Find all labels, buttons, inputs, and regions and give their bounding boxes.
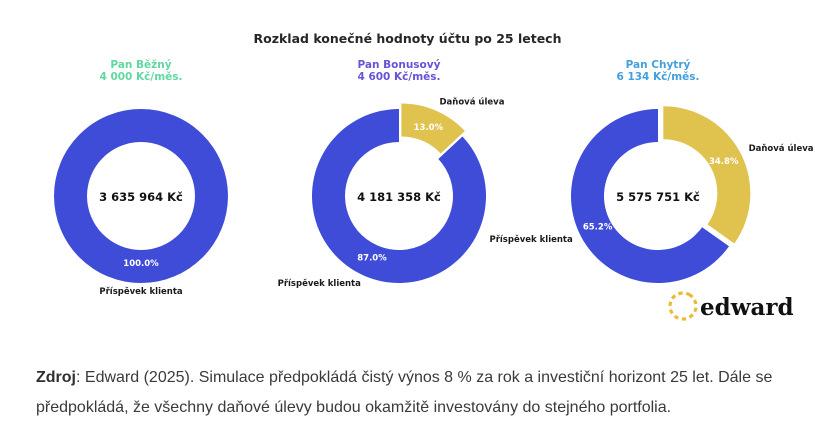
segment-name-label: Daňová úleva xyxy=(440,97,505,107)
source-label: Zdroj xyxy=(36,369,76,386)
chart-title: Rozklad konečné hodnoty účtu po 25 letec… xyxy=(253,31,562,46)
logo-wordmark: edward xyxy=(700,294,794,321)
chart-header-pan-chytry: Pan Chytrý 6 134 Kč/měs. xyxy=(558,59,758,83)
persona-name: Pan Bonusový xyxy=(357,59,441,71)
source-note: Zdroj: Edward (2025). Simulace předpoklá… xyxy=(36,363,806,423)
segment-name-label: Daňová úleva xyxy=(749,144,814,154)
segment-percent-label: 87.0% xyxy=(357,253,387,263)
chart-header-pan-bezny: Pan Běžný 4 000 Kč/měs. xyxy=(41,59,241,83)
segment-percent-label: 65.2% xyxy=(583,222,613,232)
segment-name-label: Příspěvek klienta xyxy=(489,234,573,245)
segment-percent-label: 34.8% xyxy=(709,157,739,167)
donut-segment-p-sp-vek-klienta xyxy=(571,109,730,283)
chart-header-pan-bonusovy: Pan Bonusový 4 600 Kč/měs. xyxy=(299,59,499,83)
source-note-line1: Zdroj: Edward (2025). Simulace předpoklá… xyxy=(36,369,773,386)
segment-name-label: Příspěvek klienta xyxy=(278,278,362,289)
persona-contribution: 4 600 Kč/měs. xyxy=(357,71,441,83)
segment-percent-label: 13.0% xyxy=(414,123,444,133)
donut-segment-p-sp-vek-klienta xyxy=(312,109,486,283)
source-note-line2: předpokládá, že všechny daňové úlevy bud… xyxy=(36,399,672,416)
persona-name: Pan Chytrý xyxy=(625,59,691,71)
edward-logo: edward xyxy=(668,291,794,321)
segment-name-label: Příspěvek klienta xyxy=(99,286,183,297)
donut-segment-da-ov-leva xyxy=(663,106,751,244)
persona-contribution: 6 134 Kč/měs. xyxy=(616,71,700,83)
donut-center-value: 5 575 751 Kč xyxy=(616,190,700,204)
donut-center-value: 3 635 964 Kč xyxy=(99,190,183,204)
persona-contribution: 4 000 Kč/měs. xyxy=(99,71,183,83)
persona-name: Pan Běžný xyxy=(110,59,172,71)
donut-segment-p-sp-vek-klienta xyxy=(54,109,228,283)
segment-percent-label: 100.0% xyxy=(123,259,159,269)
donut-segment-da-ov-leva xyxy=(401,103,465,154)
donut-center-value: 4 181 358 Kč xyxy=(357,190,441,204)
logo-sun-icon xyxy=(668,291,698,321)
